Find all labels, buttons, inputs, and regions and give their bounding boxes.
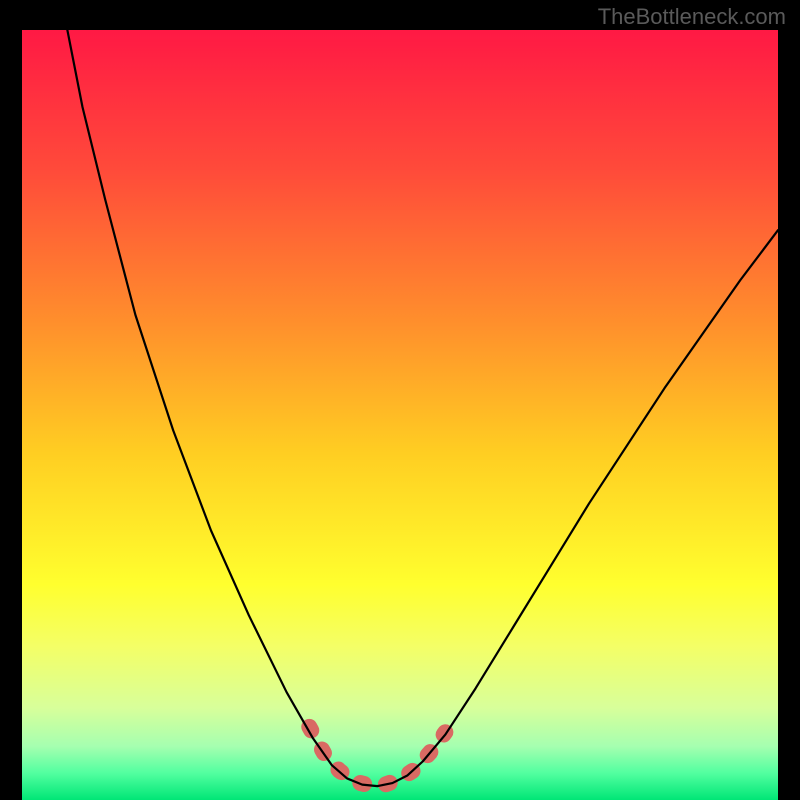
bottleneck-chart: [0, 0, 800, 800]
gradient-background: [22, 30, 778, 800]
watermark-text: TheBottleneck.com: [598, 4, 786, 30]
